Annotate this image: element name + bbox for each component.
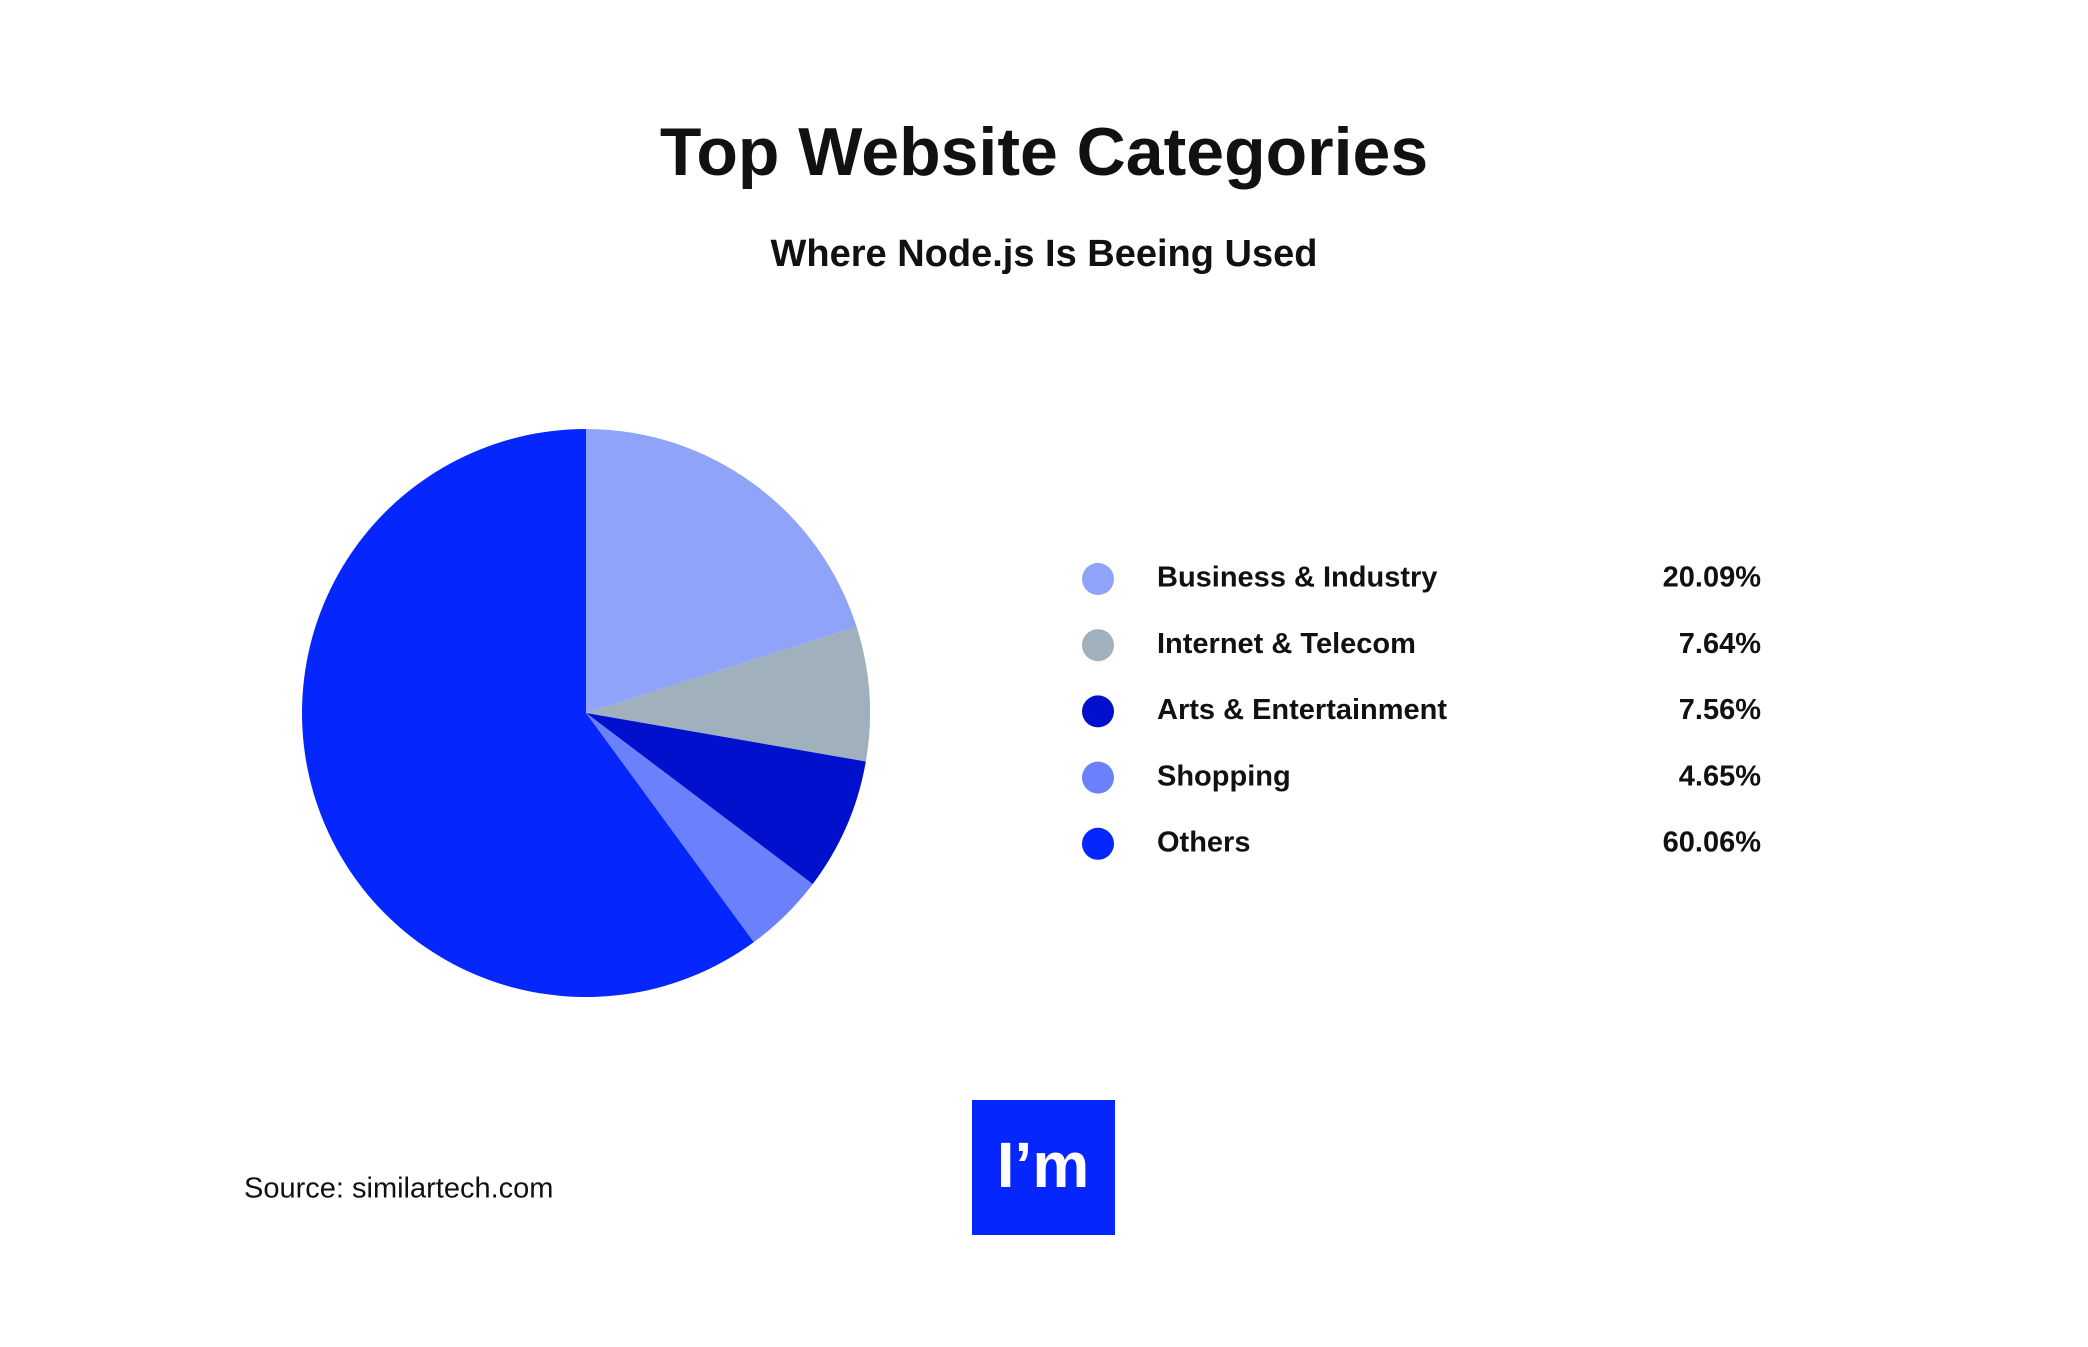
pie-slice — [586, 713, 866, 885]
pie-slice — [586, 626, 870, 762]
legend-value: 4.65% — [1679, 760, 1761, 792]
legend-label: Internet & Telecom — [1157, 628, 1416, 660]
pie-slice — [586, 429, 857, 713]
pie-slice — [586, 713, 813, 943]
legend-label: Arts & Entertainment — [1157, 694, 1447, 726]
legend-value: 7.64% — [1679, 628, 1761, 660]
legend-value: 20.09% — [1663, 562, 1762, 594]
legend-label: Others — [1157, 826, 1250, 858]
legend-swatch — [1082, 827, 1114, 860]
legend-label: Shopping — [1157, 760, 1291, 792]
logo-text: I’m — [997, 1129, 1089, 1201]
chart-title: Top Website Categories — [660, 114, 1428, 190]
legend-value: 7.56% — [1679, 694, 1761, 726]
logo-box — [972, 1100, 1115, 1235]
legend-swatch — [1082, 563, 1114, 595]
legend-value: 60.06% — [1663, 826, 1762, 858]
chart-subtitle: Where Node.js Is Beeing Used — [771, 233, 1318, 275]
source: Source: similartech.com — [244, 1173, 553, 1205]
legend-swatch — [1082, 761, 1114, 794]
legend-label: Business & Industry — [1157, 562, 1437, 594]
legend-swatch — [1082, 695, 1114, 728]
pie-slice — [301, 429, 754, 997]
legend-swatch — [1082, 629, 1114, 662]
